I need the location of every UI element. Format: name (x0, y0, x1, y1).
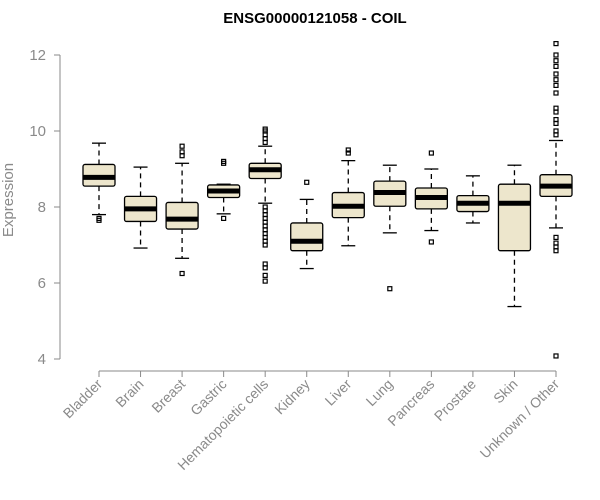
outlier-point (553, 105, 559, 111)
outlier-point (553, 82, 559, 89)
outlier-point (553, 116, 559, 123)
y-tick-label: 10 (29, 123, 46, 140)
y-tick-label: 6 (38, 275, 46, 292)
x-tick-label: Unknown / Other (477, 376, 563, 462)
outlier-point (387, 286, 393, 292)
x-tick-label: Liver (322, 376, 355, 409)
chart-title: ENSG00000121058 - COIL (223, 10, 406, 27)
outlier-point (553, 240, 559, 246)
box-liver (331, 147, 365, 247)
x-tick-label: Skin (490, 376, 521, 407)
outlier-point (262, 204, 268, 210)
outlier-point (304, 179, 310, 185)
box-rect (165, 201, 199, 230)
box-unknown-other (539, 40, 573, 359)
box-breast (165, 143, 199, 277)
x-tick-label: Bladder (60, 376, 106, 422)
x-tick-label: Brain (112, 376, 146, 410)
outlier-point (179, 149, 185, 155)
x-tick-label: Prostate (431, 376, 479, 424)
box-brain (123, 166, 158, 249)
y-tick-label: 12 (29, 47, 46, 64)
outlier-point (553, 234, 559, 240)
outlier-point (428, 239, 434, 245)
box-gastric (206, 158, 241, 221)
outlier-point (553, 353, 559, 359)
outlier-point (96, 215, 102, 221)
outlier-point (553, 90, 559, 96)
outlier-point (553, 128, 559, 134)
x-tick-label: Lung (363, 376, 396, 409)
outlier-point (221, 215, 227, 221)
box-prostate (456, 175, 490, 224)
outlier-point (553, 71, 559, 77)
boxes-group (82, 40, 573, 359)
outlier-point (262, 126, 268, 132)
box-kidney (290, 179, 324, 270)
outlier-point (221, 158, 227, 164)
x-tick-label: Kidney (271, 376, 313, 418)
box-rect (497, 183, 532, 252)
y-axis: 4 6 8 10 12 (29, 47, 61, 368)
outlier-point (179, 143, 185, 149)
outlier-point (553, 63, 559, 70)
box-rect (290, 222, 324, 252)
box-hematopoietic-cells (248, 126, 282, 284)
box-lung (373, 164, 407, 292)
y-tick-label: 8 (38, 199, 46, 216)
box-pancreas (414, 150, 449, 245)
outlier-point (553, 52, 559, 58)
outlier-point (345, 147, 351, 153)
outlier-point (179, 270, 185, 277)
outlier-point (553, 58, 559, 64)
y-tick-label: 4 (38, 351, 46, 368)
outlier-point (553, 40, 559, 47)
y-axis-label: Expression (0, 163, 17, 237)
outlier-point (262, 261, 268, 267)
outlier-point (262, 272, 268, 278)
box-bladder (82, 142, 116, 223)
outlier-point (553, 77, 559, 83)
outlier-point (428, 150, 434, 156)
outlier-point (345, 150, 351, 156)
x-tick-label: Breast (148, 376, 188, 416)
outlier-point (262, 278, 268, 284)
box-skin (497, 164, 532, 308)
